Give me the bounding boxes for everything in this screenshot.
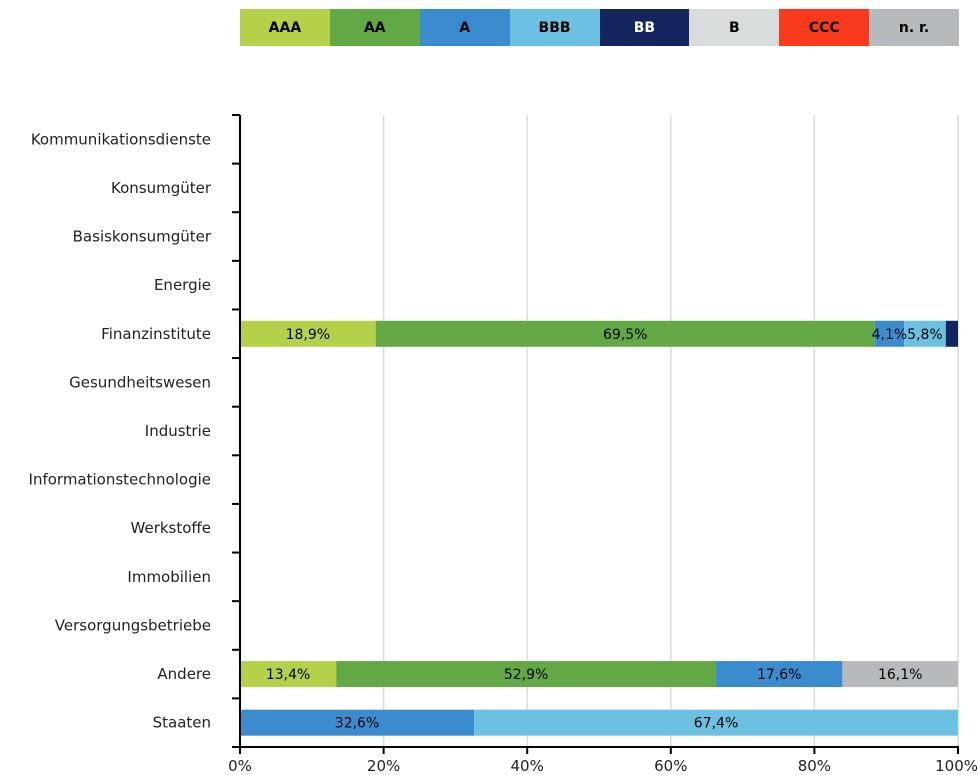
- category-label: Staaten: [153, 714, 211, 732]
- data-label: 18,9%: [286, 327, 330, 343]
- bar-segment: [240, 661, 337, 688]
- x-tick-label: 20%: [367, 757, 400, 775]
- legend-item: CCC: [779, 9, 870, 46]
- bar-segment: [240, 320, 376, 347]
- bar-segment: [375, 320, 875, 347]
- x-tick-label: 0%: [228, 757, 252, 775]
- legend-item: B: [689, 9, 780, 46]
- data-label: 13,4%: [266, 667, 310, 683]
- data-label: 67,4%: [694, 716, 738, 732]
- x-tick-label: 80%: [798, 757, 831, 775]
- bar-segment: [240, 709, 475, 736]
- legend-item: BBB: [509, 9, 600, 46]
- category-label: Industrie: [145, 422, 211, 440]
- x-tick-label: 60%: [654, 757, 687, 775]
- data-label: 4,1%: [872, 327, 908, 343]
- data-label: 52,9%: [504, 667, 548, 683]
- category-label: Informationstechnologie: [29, 471, 211, 489]
- legend-item: AAA: [240, 9, 330, 46]
- category-label: Andere: [157, 665, 211, 683]
- legend-item: AA: [329, 9, 420, 46]
- legend-item: n. r.: [869, 9, 959, 46]
- legend-item: BB: [599, 9, 690, 46]
- data-label: 17,6%: [757, 667, 801, 683]
- bar-segment: [474, 709, 958, 736]
- category-label: Immobilien: [127, 568, 211, 586]
- bar-segment: [945, 320, 958, 347]
- x-tick-label: 100%: [935, 757, 978, 775]
- bar-segment: [842, 661, 958, 688]
- category-label: Energie: [154, 276, 211, 294]
- bar-segment: [904, 320, 946, 347]
- x-tick-label: 40%: [511, 757, 544, 775]
- bar-segment: [336, 661, 717, 688]
- category-label: Kommunikationsdienste: [31, 130, 211, 148]
- data-label: 69,5%: [603, 327, 647, 343]
- category-label: Werkstoffe: [131, 519, 211, 537]
- legend-item: A: [419, 9, 510, 46]
- bar-segment: [874, 320, 905, 347]
- data-label: 16,1%: [878, 667, 922, 683]
- category-label: Versorgungsbetriebe: [55, 616, 211, 634]
- category-label: Konsumgüter: [111, 179, 212, 197]
- legend: AAA AA A BBB BB B CCC n. r.: [240, 9, 959, 46]
- data-label: 5,8%: [907, 327, 943, 343]
- bar-segment: [716, 661, 843, 688]
- data-label: 32,6%: [335, 716, 379, 732]
- category-label: Finanzinstitute: [101, 325, 211, 343]
- category-label: Gesundheitswesen: [69, 373, 211, 391]
- category-label: Basiskonsumgüter: [73, 228, 212, 246]
